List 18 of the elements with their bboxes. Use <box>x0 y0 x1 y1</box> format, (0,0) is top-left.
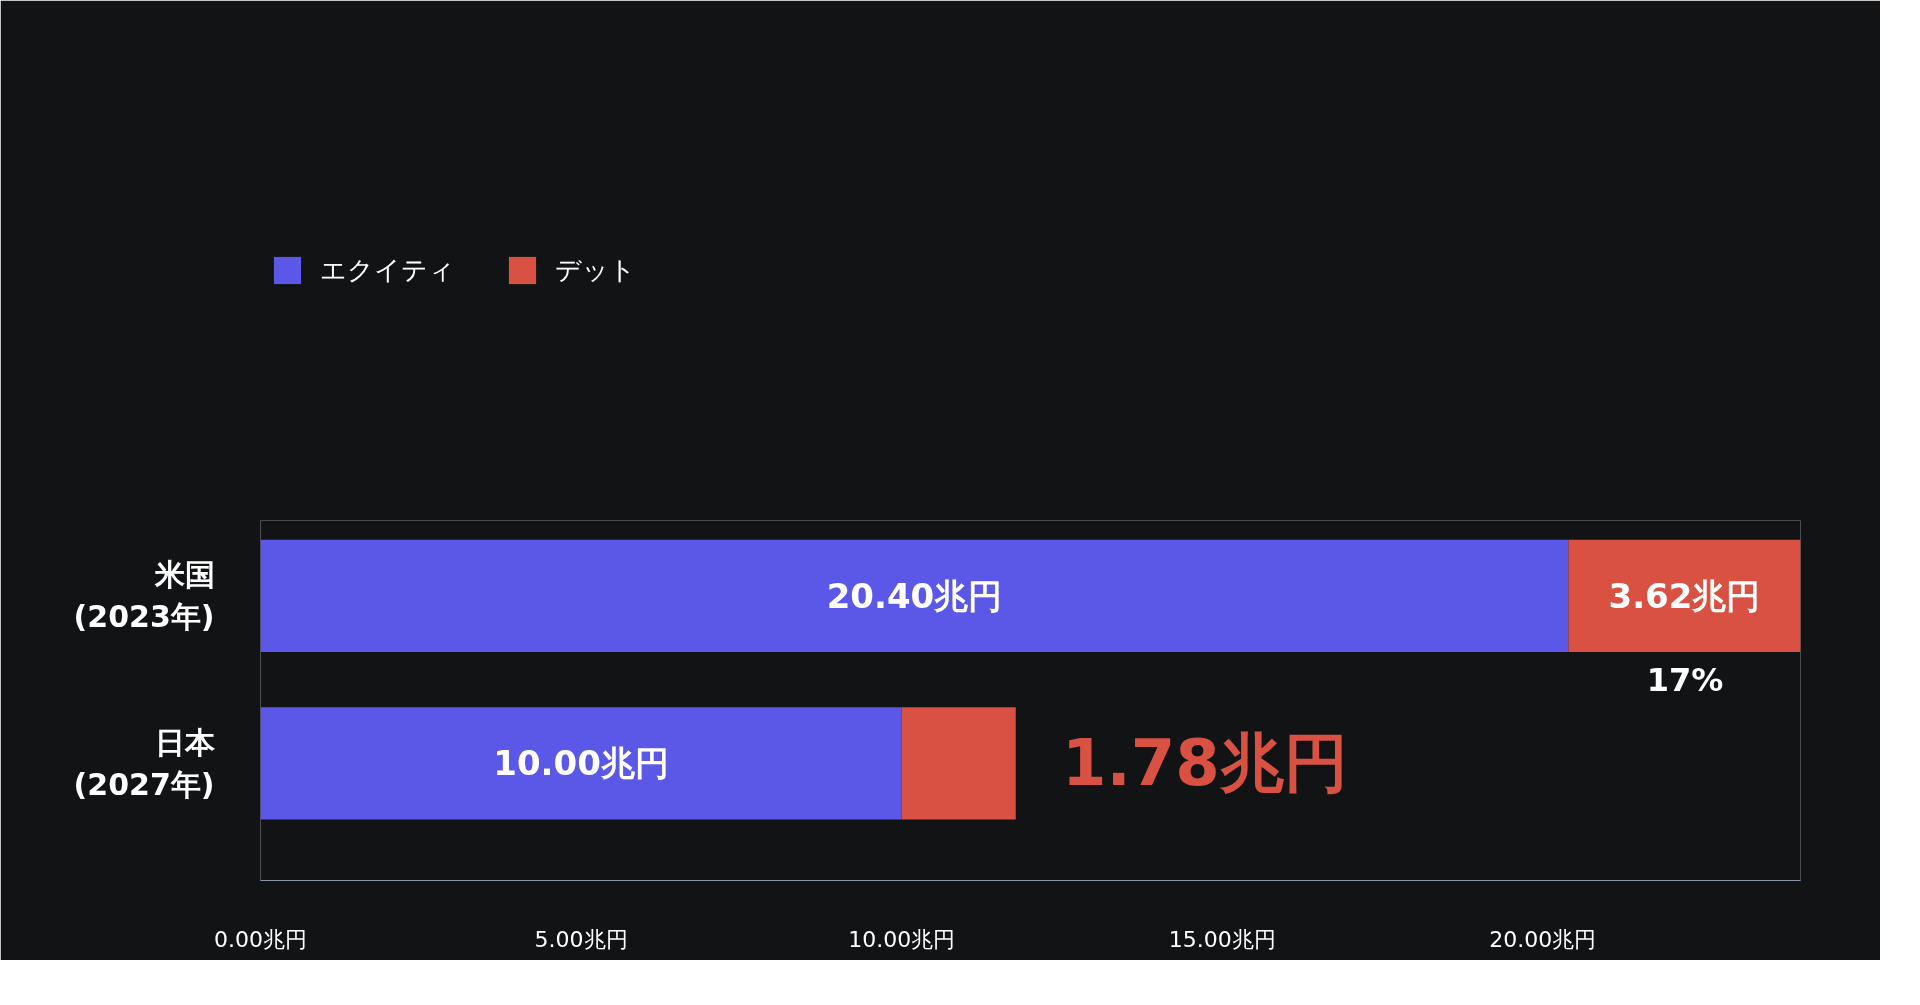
y-tick-label: 米国 (2023年) <box>73 557 215 635</box>
bar <box>1568 539 1801 652</box>
x-tick-label: 10.00兆円 <box>848 926 956 952</box>
x-tick-label: 15.00兆円 <box>1168 926 1276 952</box>
data-label: 10.00兆円 <box>493 743 669 784</box>
x-tick-label: 20.00兆円 <box>1489 926 1597 952</box>
bar <box>260 707 902 820</box>
legend-label: デット <box>555 253 636 287</box>
y-tick-label: 日本 (2027年) <box>73 724 216 802</box>
legend-label: エクイティ <box>320 253 455 287</box>
bar <box>260 539 1569 652</box>
data-label: 3.62兆円 <box>1608 575 1761 616</box>
x-tick-label: 5.00兆円 <box>534 926 628 952</box>
data-label: 1.78兆円 <box>1061 726 1348 801</box>
x-tick-label: 0.00兆円 <box>214 926 307 952</box>
data-label: 20.40兆円 <box>826 575 1003 616</box>
bar <box>901 707 1016 820</box>
annotation: 17% <box>1646 660 1724 699</box>
